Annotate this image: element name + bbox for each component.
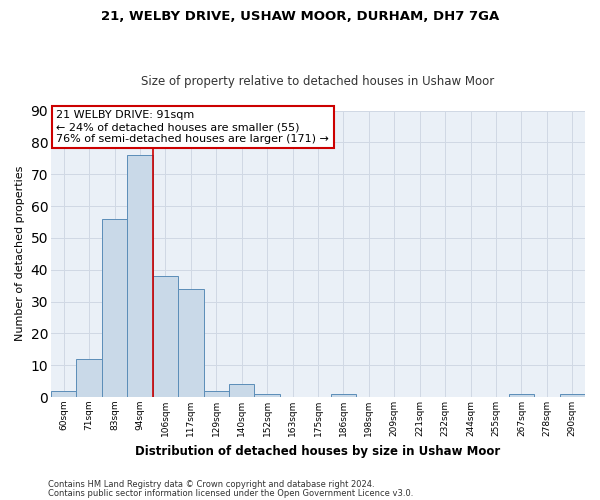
Bar xyxy=(51,390,76,397)
Bar xyxy=(203,390,229,397)
Bar xyxy=(509,394,534,397)
Text: Contains HM Land Registry data © Crown copyright and database right 2024.: Contains HM Land Registry data © Crown c… xyxy=(48,480,374,489)
Bar xyxy=(331,394,356,397)
Bar xyxy=(560,394,585,397)
Bar xyxy=(127,155,152,397)
X-axis label: Distribution of detached houses by size in Ushaw Moor: Distribution of detached houses by size … xyxy=(136,444,500,458)
Text: 21, WELBY DRIVE, USHAW MOOR, DURHAM, DH7 7GA: 21, WELBY DRIVE, USHAW MOOR, DURHAM, DH7… xyxy=(101,10,499,23)
Title: Size of property relative to detached houses in Ushaw Moor: Size of property relative to detached ho… xyxy=(142,76,494,88)
Bar xyxy=(178,289,203,397)
Bar xyxy=(152,276,178,397)
Y-axis label: Number of detached properties: Number of detached properties xyxy=(15,166,25,342)
Bar xyxy=(254,394,280,397)
Bar xyxy=(229,384,254,397)
Text: 21 WELBY DRIVE: 91sqm
← 24% of detached houses are smaller (55)
76% of semi-deta: 21 WELBY DRIVE: 91sqm ← 24% of detached … xyxy=(56,110,329,144)
Bar xyxy=(76,359,102,397)
Text: Contains public sector information licensed under the Open Government Licence v3: Contains public sector information licen… xyxy=(48,488,413,498)
Bar xyxy=(102,218,127,397)
